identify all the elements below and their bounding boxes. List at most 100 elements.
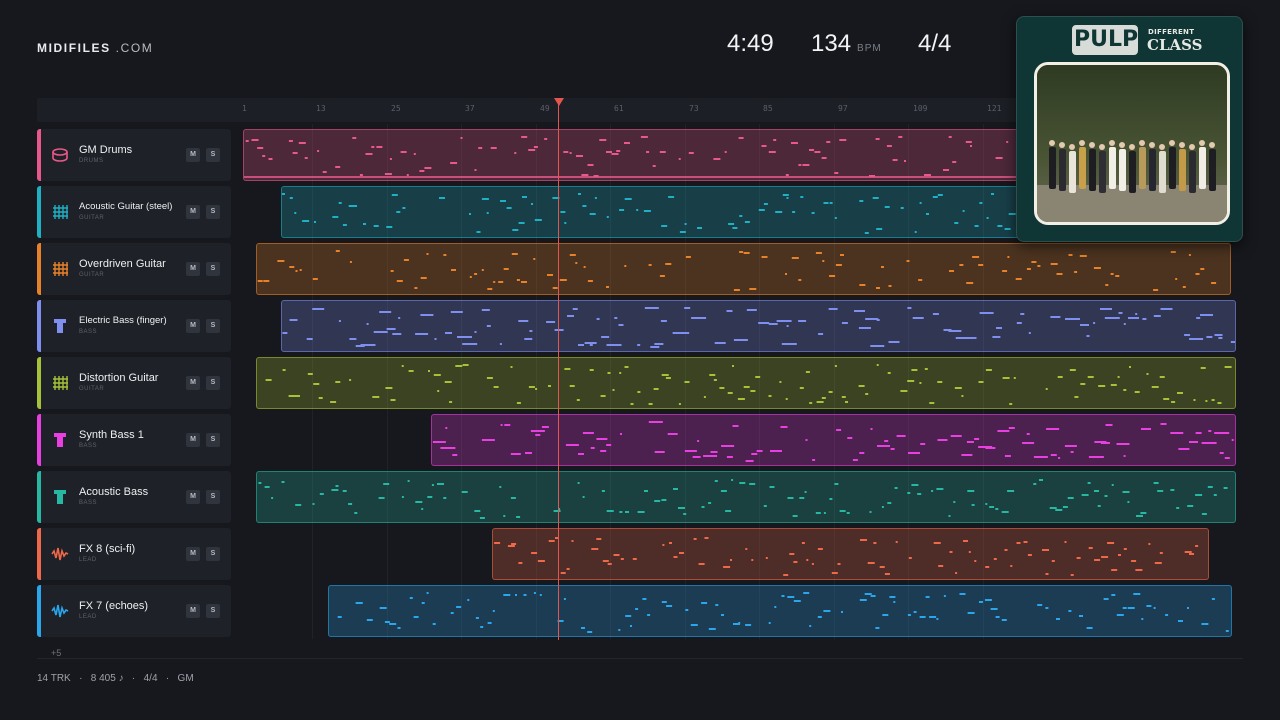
grid-line [461,124,462,639]
note-pattern [494,537,1199,576]
note-pattern [432,421,1234,462]
mute-button[interactable]: M [186,262,200,276]
track-header[interactable]: Overdriven Guitar GUITAR M S [37,243,231,295]
note-pattern [282,307,1235,348]
tempo-unit: BPM [857,43,882,54]
track-header[interactable]: GM Drums DRUMS M S [37,129,231,181]
solo-button[interactable]: S [206,262,220,276]
solo-button[interactable]: S [206,604,220,618]
track-header[interactable]: FX 7 (echoes) LEAD M S [37,585,231,637]
track-header[interactable]: Synth Bass 1 BASS M S [37,414,231,466]
solo-button[interactable]: S [206,433,220,447]
ruler-tick: 61 [614,104,624,113]
track-name: Distortion Guitar [79,372,159,384]
track-type: BASS [79,329,98,335]
mute-button[interactable]: M [186,205,200,219]
album-title-line1: DIFFERENT [1148,28,1195,36]
time-signature: 4/4 [918,30,952,57]
track-color-stripe [37,300,41,352]
mute-button[interactable]: M [186,376,200,390]
tempo-value: 134 [811,30,852,57]
solo-button[interactable]: S [206,490,220,504]
grid-line [312,124,313,639]
bass-icon [51,488,69,506]
wedding-photo-illustration [1037,65,1227,222]
midi-standard: GM [177,673,194,684]
track-name: GM Drums [79,144,133,156]
guitar-grid-icon [51,260,69,278]
track-color-stripe [37,186,41,238]
note-pattern [265,364,1232,405]
track-name: Acoustic Guitar (steel) [79,201,173,212]
grid-line [759,124,760,639]
ruler-tick: 85 [763,104,773,113]
logo-suffix: .COM [110,41,154,55]
ruler-tick: 1 [242,104,247,113]
separator: · [131,673,136,684]
mute-button[interactable]: M [186,490,200,504]
track-type: GUITAR [79,215,105,221]
mute-button[interactable]: M [186,433,200,447]
track-count: 14 TRK [37,673,71,684]
track-type: GUITAR [79,386,105,392]
song-duration: 4:49 [727,30,774,57]
grid-line [387,124,388,639]
track-header[interactable]: Electric Bass (finger) BASS M S [37,300,231,352]
track-type: LEAD [79,614,97,620]
separator: · [79,673,83,684]
track-clip[interactable] [256,357,1236,409]
logo-brand: MIDIFILES [37,41,111,55]
solo-button[interactable]: S [206,319,220,333]
guitar-grid-icon [51,203,69,221]
separator: · [165,673,170,684]
track-header[interactable]: FX 8 (sci-fi) LEAD M S [37,528,231,580]
track-color-stripe [37,585,41,637]
grid-line [610,124,611,639]
track-clip[interactable] [492,528,1209,580]
solo-button[interactable]: S [206,148,220,162]
mute-button[interactable]: M [186,547,200,561]
track-header[interactable]: Acoustic Bass BASS M S [37,471,231,523]
track-color-stripe [37,414,41,466]
ruler-tick: 97 [838,104,848,113]
track-clip[interactable] [281,300,1236,352]
ruler-tick: 37 [465,104,475,113]
track-header[interactable]: Distortion Guitar GUITAR M S [37,357,231,409]
track-clip[interactable] [256,471,1236,523]
mute-button[interactable]: M [186,148,200,162]
playhead-line[interactable] [558,104,559,640]
mute-button[interactable]: M [186,604,200,618]
footer-signature: 4/4 [143,673,158,684]
tempo-display: 134 BPM [811,30,882,58]
track-type: GUITAR [79,272,105,278]
site-logo[interactable]: MIDIFILES .COM [37,41,153,55]
note-count: 8 405 ♪ [90,673,124,684]
track-clip[interactable] [256,243,1231,295]
solo-button[interactable]: S [206,205,220,219]
ruler-tick: 25 [391,104,401,113]
playhead-handle[interactable] [554,98,564,106]
track-clip[interactable] [431,414,1236,466]
footer-divider [37,658,1243,659]
note-pattern [258,479,1228,519]
more-tracks-link[interactable]: +5 [51,648,62,658]
bass-icon [51,431,69,449]
track-clip[interactable] [328,585,1232,637]
song-summary: 14 TRK · 8 405 ♪ · 4/4 · GM [37,673,194,684]
track-type: BASS [79,443,98,449]
guitar-grid-icon [51,374,69,392]
track-color-stripe [37,471,41,523]
album-cover: PULP DIFFERENT CLASS [1016,16,1243,242]
mute-button[interactable]: M [186,319,200,333]
track-color-stripe [37,528,41,580]
solo-button[interactable]: S [206,547,220,561]
track-color-stripe [37,243,41,295]
note-pattern [337,592,1229,633]
grid-line [536,124,537,639]
album-photo [1034,62,1230,225]
album-title-line2: CLASS [1147,36,1203,54]
track-header[interactable]: Acoustic Guitar (steel) GUITAR M S [37,186,231,238]
ruler-tick: 73 [689,104,699,113]
solo-button[interactable]: S [206,376,220,390]
ruler-tick: 121 [987,104,1002,113]
